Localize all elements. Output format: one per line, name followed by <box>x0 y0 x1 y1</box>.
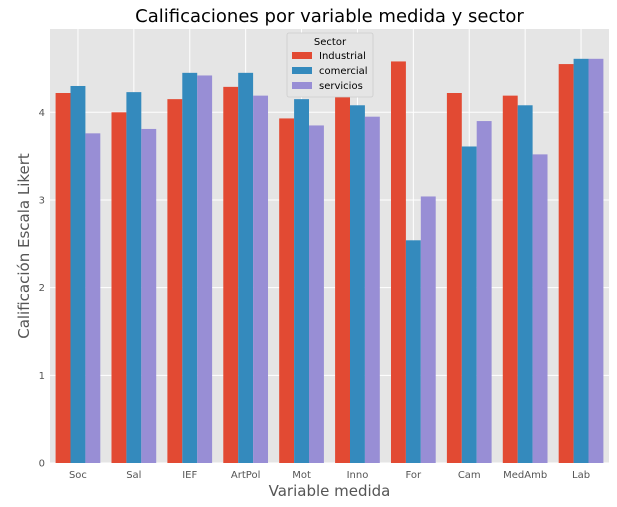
y-tick-labels: 0 1 2 3 4 <box>39 108 45 470</box>
y-axis-label: Calificación Escala Likert <box>15 153 33 339</box>
y-tick-label: 1 <box>39 371 45 382</box>
y-tick-label: 0 <box>39 459 45 470</box>
bar-industrial-for <box>390 61 406 464</box>
legend-label-industrial: Industrial <box>319 51 366 62</box>
x-tick-label: Cam <box>458 470 481 481</box>
bar-servicios-cam <box>476 121 492 463</box>
bar-industrial-inno <box>335 79 350 463</box>
bar-industrial-ief <box>167 99 183 463</box>
bar-comercial-for <box>405 240 421 463</box>
x-tick-labels: Soc Sal IEF ArtPol Mot Inno For Cam MedAmb Lab <box>69 470 590 481</box>
bar-comercial-sal <box>126 92 142 464</box>
x-tick-label: For <box>406 470 423 481</box>
bar-comercial-artpol <box>238 72 254 464</box>
bar-comercial-soc <box>70 85 86 463</box>
x-tick-label: MedAmb <box>503 470 547 481</box>
legend-label-servicios: servicios <box>319 81 363 92</box>
bar-comercial-inno <box>349 105 365 464</box>
legend-swatch-comercial <box>292 67 312 74</box>
legend-title: Sector <box>314 37 347 48</box>
bar-comercial-medamb <box>517 105 533 464</box>
bar-industrial-sal <box>111 112 127 463</box>
bar-comercial-lab <box>573 58 589 464</box>
legend: Sector Industrial comercial servicios <box>286 32 374 98</box>
chart-title: Calificaciones por variable medida y sec… <box>135 6 524 27</box>
bar-servicios-soc <box>85 133 101 463</box>
legend-box <box>286 32 374 98</box>
x-tick-label: Inno <box>347 470 369 481</box>
y-tick-label: 4 <box>39 108 45 119</box>
bar-servicios-ief <box>197 75 213 463</box>
x-tick-label: Mot <box>292 470 311 481</box>
bar-industrial-medamb <box>502 95 518 464</box>
legend-swatch-servicios <box>292 82 312 89</box>
bar-industrial-cam <box>446 93 462 464</box>
bar-industrial-lab <box>558 64 574 463</box>
bar-servicios-for <box>420 196 436 463</box>
bar-servicios-mot <box>309 125 324 463</box>
x-tick-label: Soc <box>69 470 87 481</box>
y-tick-label: 2 <box>39 283 45 294</box>
x-tick-label: ArtPol <box>231 470 260 481</box>
bar-servicios-medamb <box>532 154 548 463</box>
bar-industrial-soc <box>55 93 71 464</box>
bar-servicios-sal <box>141 128 157 463</box>
bar-industrial-mot <box>279 118 295 464</box>
bar-comercial-mot <box>294 99 310 463</box>
bar-servicios-artpol <box>253 95 269 464</box>
bar-industrial-artpol <box>223 86 239 463</box>
bar-servicios-lab <box>588 58 604 464</box>
x-tick-label: IEF <box>182 470 197 481</box>
bar-servicios-inno <box>364 116 380 464</box>
bar-comercial-ief <box>182 72 198 464</box>
legend-swatch-industrial <box>292 52 312 59</box>
x-tick-label: Lab <box>572 470 590 481</box>
legend-items: Industrial comercial servicios <box>292 51 368 92</box>
bars <box>55 58 604 464</box>
x-tick-label: Sal <box>126 470 141 481</box>
x-axis-label: Variable medida <box>269 482 391 500</box>
bar-comercial-cam <box>461 146 477 463</box>
y-tick-label: 3 <box>39 195 45 206</box>
legend-label-comercial: comercial <box>319 66 368 77</box>
